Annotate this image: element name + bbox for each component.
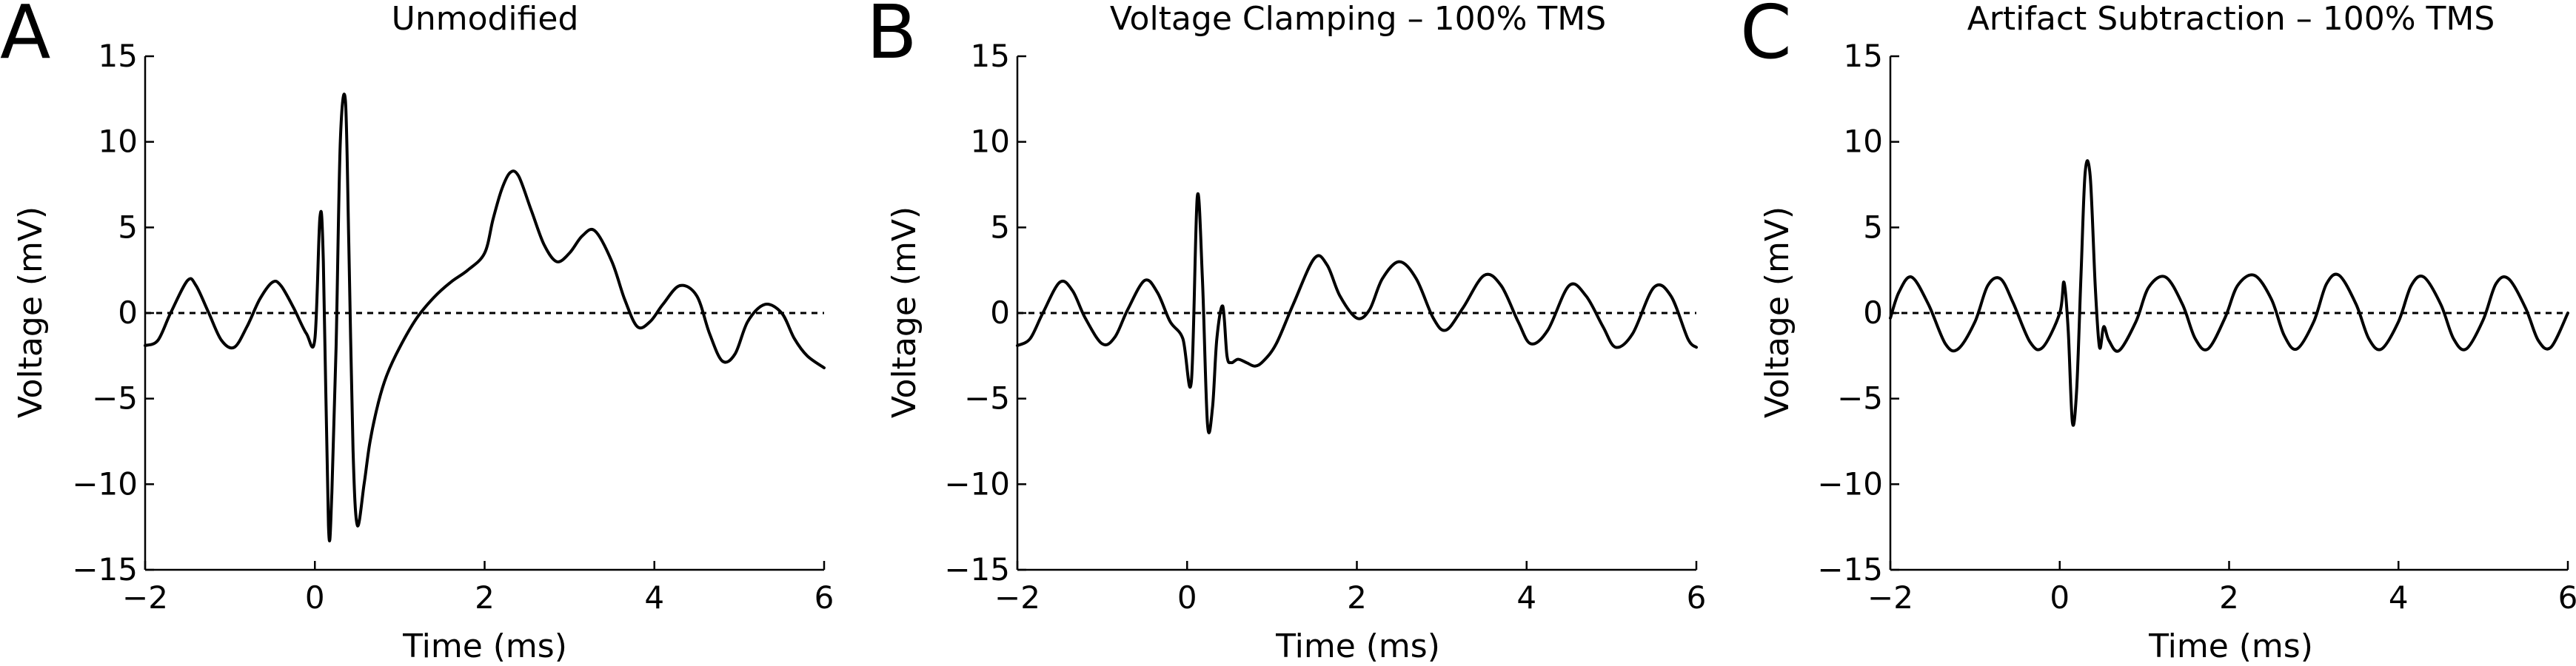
y-axis-label-a: Voltage (mV) <box>12 206 50 418</box>
x-tick-label-c: −2 <box>1867 579 1913 616</box>
y-tick-label-a: 15 <box>98 38 138 74</box>
y-tick-label-b: 10 <box>971 124 1010 160</box>
x-tick-label-c: 4 <box>2389 579 2409 616</box>
y-tick-label-b: −10 <box>944 465 1010 502</box>
y-tick-label-a: −10 <box>72 465 138 502</box>
x-tick-label-a: 6 <box>814 579 834 616</box>
voltage-trace-a <box>144 92 826 542</box>
panel-letter-b: B <box>866 0 917 75</box>
x-tick-label-b: 6 <box>1687 579 1707 616</box>
y-tick-label-c: −10 <box>1817 465 1883 502</box>
x-tick-label-a: 4 <box>644 579 664 616</box>
voltage-trace-b <box>1016 192 1698 434</box>
panel-letter-c: C <box>1740 0 1792 75</box>
y-tick-label-c: 5 <box>1863 209 1883 245</box>
y-tick-label-a: −15 <box>72 551 138 588</box>
y-tick-label-b: 15 <box>971 38 1010 74</box>
y-tick-label-a: 0 <box>118 295 138 331</box>
x-tick-label-a: 0 <box>305 579 325 616</box>
panel-title-c: Artifact Subtraction – 100% TMS <box>1967 0 2495 38</box>
x-tick-label-c: 2 <box>2219 579 2239 616</box>
y-tick-label-b: 0 <box>990 295 1010 331</box>
x-tick-label-c: 6 <box>2558 579 2576 616</box>
y-tick-label-a: 5 <box>118 209 138 245</box>
x-tick-label-a: 2 <box>475 579 495 616</box>
voltage-trace-c <box>1889 159 2569 427</box>
y-axis-label-c: Voltage (mV) <box>1759 206 1796 418</box>
panel-b: B Voltage Clamping – 100% TMS Time (ms) … <box>866 0 1706 665</box>
x-axis-label-a: Time (ms) <box>402 628 567 665</box>
y-tick-label-a: −5 <box>92 380 138 417</box>
x-tick-label-b: −2 <box>994 579 1040 616</box>
y-tick-label-c: 10 <box>1844 124 1883 160</box>
x-axis-label-c: Time (ms) <box>2148 628 2313 665</box>
y-tick-label-c: −15 <box>1817 551 1883 588</box>
panel-title-a: Unmodified <box>392 0 579 38</box>
y-axis-label-b: Voltage (mV) <box>886 206 923 418</box>
panel-c: C Artifact Subtraction – 100% TMS Time (… <box>1740 0 2576 665</box>
y-tick-label-c: 0 <box>1863 295 1883 331</box>
y-tick-label-b: −5 <box>964 380 1010 417</box>
panel-a: A Unmodified Time (ms) Voltage (mV) −15−… <box>0 0 834 665</box>
x-axis-label-b: Time (ms) <box>1275 628 1440 665</box>
y-tick-label-c: 15 <box>1844 38 1883 74</box>
x-tick-label-b: 4 <box>1516 579 1536 616</box>
x-tick-label-b: 2 <box>1347 579 1367 616</box>
y-tick-label-a: 10 <box>98 124 138 160</box>
y-tick-label-b: 5 <box>990 209 1010 245</box>
panel-title-b: Voltage Clamping – 100% TMS <box>1110 0 1606 38</box>
x-tick-label-a: −2 <box>122 579 168 616</box>
x-tick-label-c: 0 <box>2050 579 2070 616</box>
panel-letter-a: A <box>0 0 50 75</box>
y-tick-label-c: −5 <box>1837 380 1883 417</box>
x-tick-label-b: 0 <box>1177 579 1197 616</box>
y-tick-label-b: −15 <box>944 551 1010 588</box>
